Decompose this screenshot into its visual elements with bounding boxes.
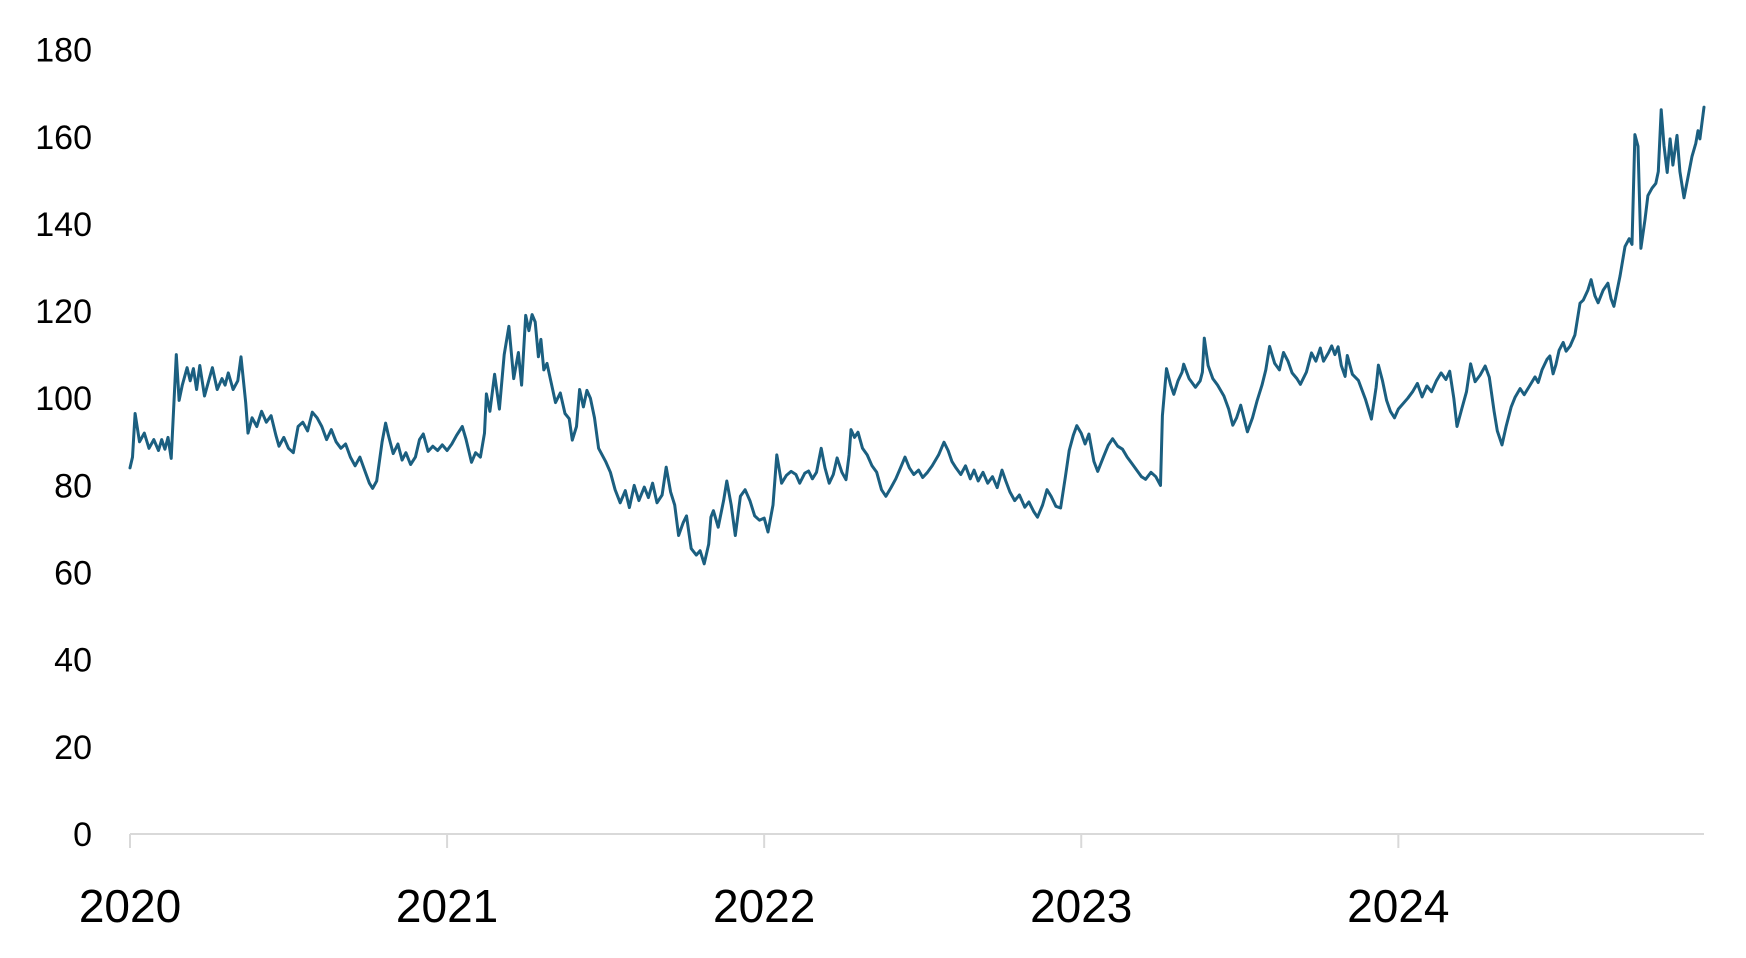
x-axis-label: 2023 [1030, 880, 1132, 932]
x-axis-label: 2020 [79, 880, 181, 932]
y-axis-label: 100 [35, 380, 92, 418]
y-axis-label: 20 [54, 729, 92, 767]
y-axis-label: 80 [54, 467, 92, 505]
y-axis-label: 180 [35, 32, 92, 70]
y-axis-label: 0 [73, 816, 92, 854]
x-axis-label: 2021 [396, 880, 498, 932]
price-line [128, 105, 1706, 566]
x-axis-label: 2022 [713, 880, 815, 932]
y-axis-label: 160 [35, 119, 92, 157]
y-axis-label: 140 [35, 206, 92, 244]
y-axis-label: 120 [35, 293, 92, 331]
x-axis-label: 2024 [1347, 880, 1449, 932]
y-axis-label: 40 [54, 642, 92, 680]
y-axis-label: 60 [54, 555, 92, 593]
